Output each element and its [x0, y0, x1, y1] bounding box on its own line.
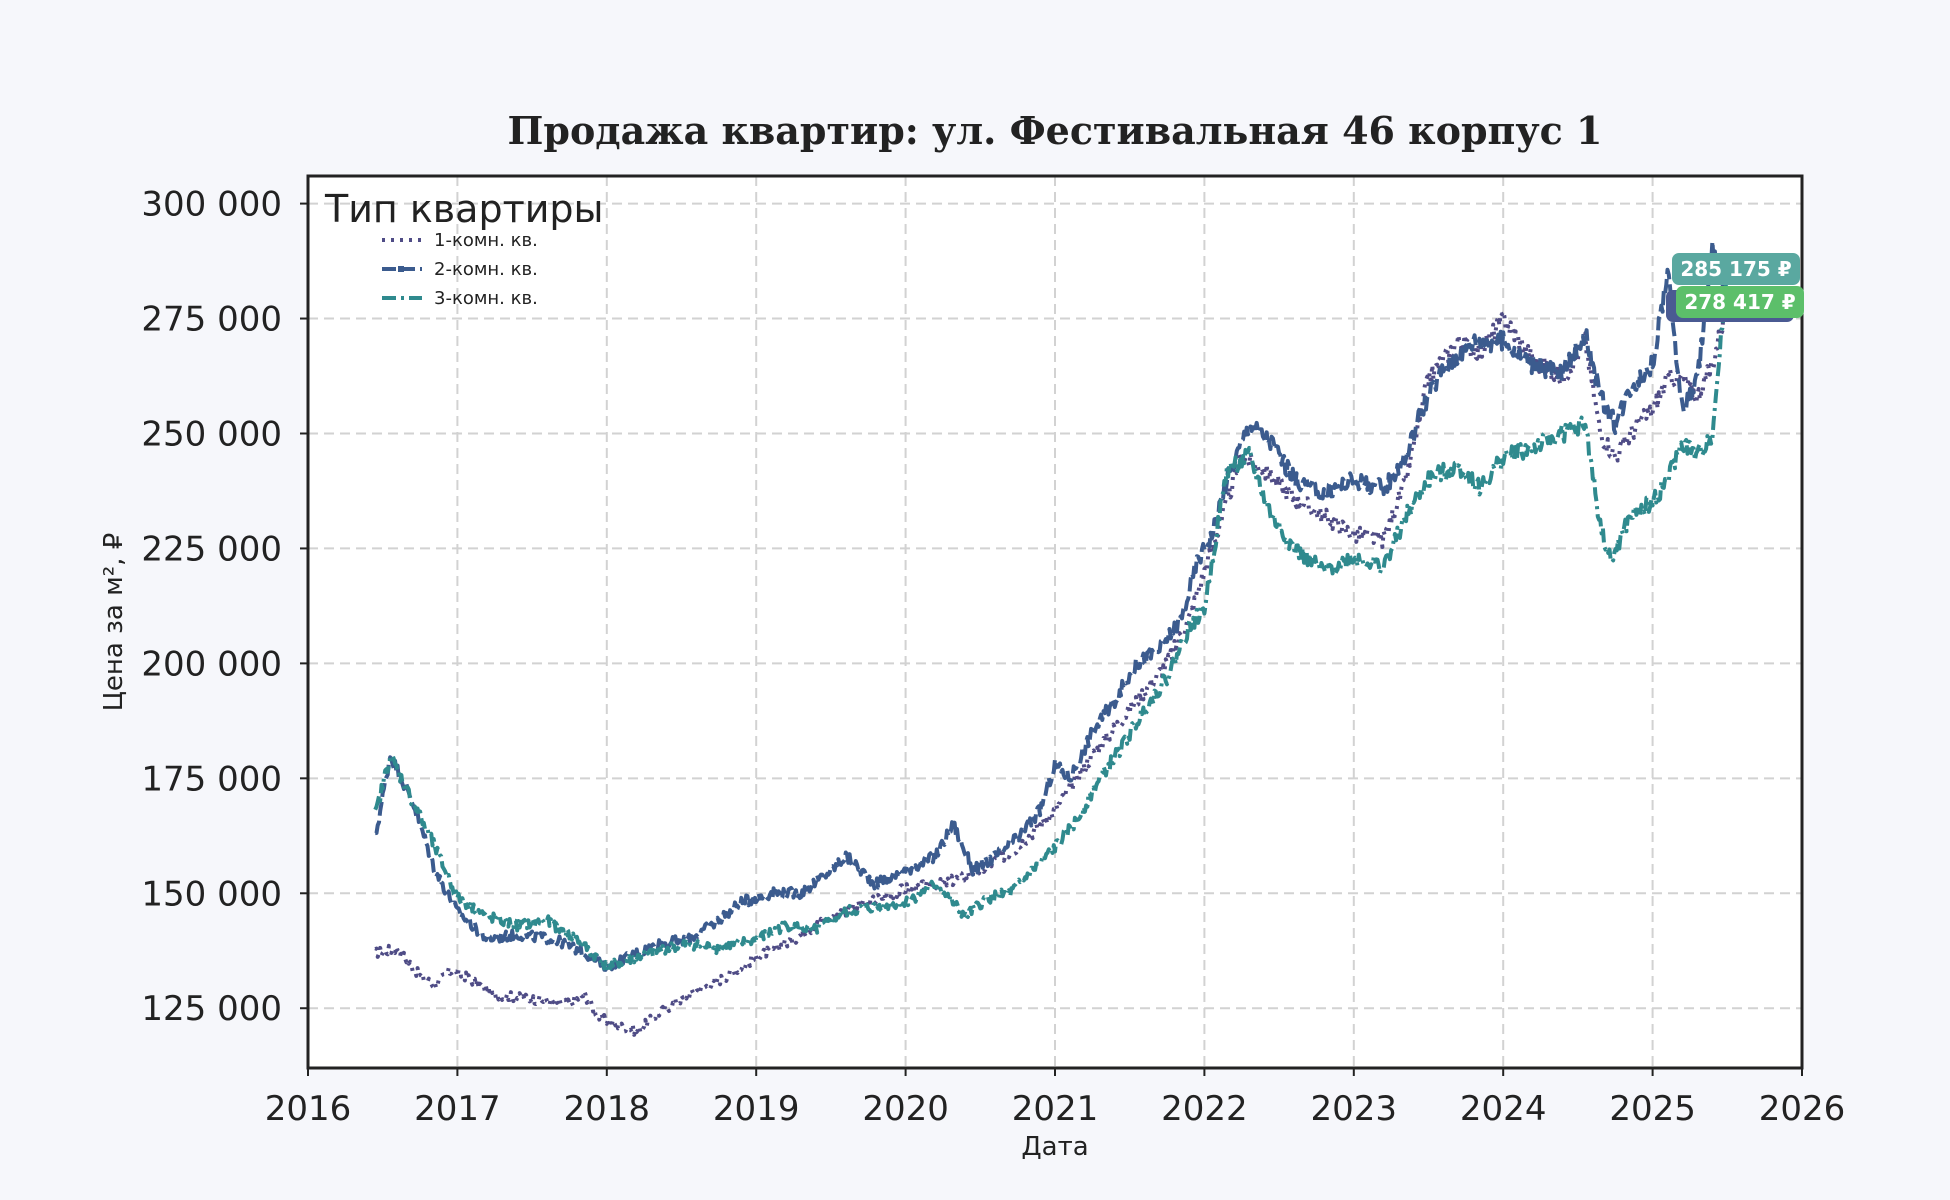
y-tick-label: 175 000	[141, 759, 282, 799]
last-value-badge	[1672, 253, 1800, 285]
series-lines	[373, 239, 1730, 1037]
y-tick-label: 200 000	[141, 644, 282, 684]
last-value-badges: 285 175 ₽ 278 417 ₽	[1666, 253, 1804, 322]
legend-label: 2-комн. кв.	[434, 259, 538, 280]
x-tick-label: 2022	[1161, 1089, 1248, 1129]
x-tick-label: 2016	[265, 1089, 352, 1129]
x-tick-label: 2019	[713, 1089, 800, 1129]
series-line-3	[373, 271, 1730, 973]
y-tick-label: 125 000	[141, 989, 282, 1029]
legend-marker	[398, 266, 404, 272]
x-tick-label: 2024	[1460, 1089, 1547, 1129]
y-axis-label: Цена за м², ₽	[99, 533, 129, 712]
series-line-2	[374, 239, 1730, 972]
y-tick-label: 250 000	[141, 414, 282, 454]
series-line-1	[374, 302, 1730, 1037]
y-tick-label: 300 000	[141, 185, 282, 225]
chart-title: Продажа квартир: ул. Фестивальная 46 кор…	[507, 108, 1602, 153]
legend-label: 1-комн. кв.	[434, 230, 538, 251]
x-tick-label: 2021	[1012, 1089, 1099, 1129]
x-axis-ticks: 2016 2017 2018 2019 2020 2021 2022 2023 2024 2025…	[265, 1068, 1846, 1129]
x-tick-label: 2020	[862, 1089, 949, 1129]
legend: Тип квартиры 1-комн. кв. 2-комн. кв. 3-ком…	[324, 187, 604, 309]
last-value-badge-label: 278 417 ₽	[1684, 290, 1795, 314]
last-value-badge	[1676, 286, 1804, 318]
x-axis-label: Дата	[1021, 1132, 1088, 1162]
legend-items: 1-комн. кв. 2-комн. кв. 3-комн. кв.	[382, 230, 538, 309]
y-tick-label: 275 000	[141, 300, 282, 340]
y-tick-label: 225 000	[141, 529, 282, 569]
x-tick-label: 2026	[1759, 1089, 1846, 1129]
y-tick-label: 150 000	[141, 874, 282, 914]
last-value-badge-label: 285 175 ₽	[1680, 257, 1791, 281]
legend-label: 3-комн. кв.	[434, 288, 538, 309]
x-tick-label: 2025	[1609, 1089, 1696, 1129]
x-tick-label: 2018	[564, 1089, 651, 1129]
y-axis-ticks: 125 000 150 000 175 000 200 000 225 000 250 0…	[141, 185, 308, 1029]
x-tick-label: 2017	[414, 1089, 501, 1129]
legend-title: Тип квартиры	[324, 187, 604, 231]
x-tick-label: 2023	[1311, 1089, 1398, 1129]
